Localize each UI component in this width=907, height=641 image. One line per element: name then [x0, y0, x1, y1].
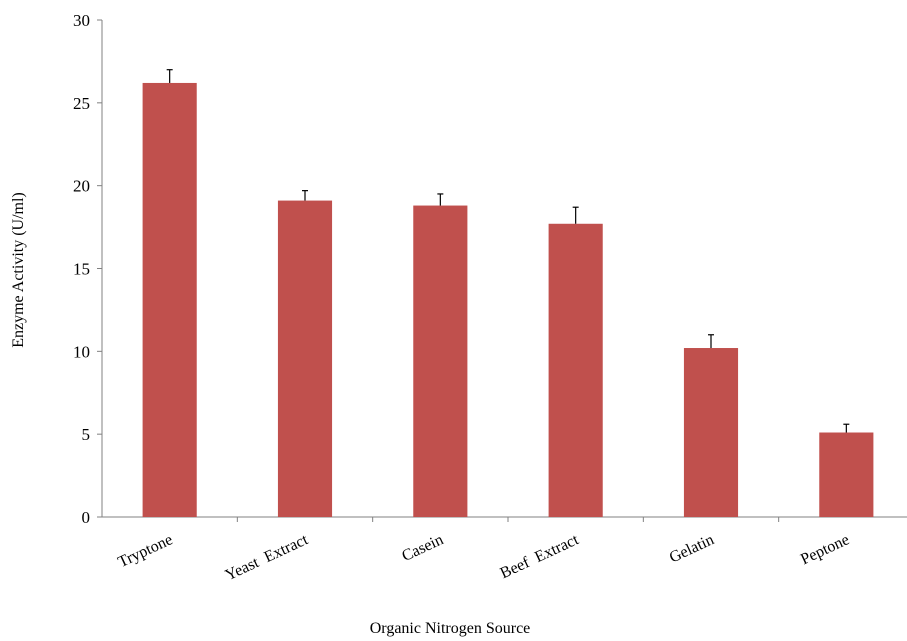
- category-labels: Tryptone Yeast Extract Casein Beef Extract G…: [116, 531, 853, 584]
- x-axis-title: Organic Nitrogen Source: [370, 620, 531, 637]
- category-label: Tryptone: [116, 531, 176, 571]
- x-axis-ticks: [236, 517, 780, 522]
- bar: [277, 200, 333, 517]
- y-axis-title: Enzyme Activity (U/ml): [10, 192, 27, 348]
- bar: [819, 432, 874, 517]
- bars: [142, 82, 874, 517]
- y-axis-ticks: 0 5 10 15 20 25 30: [73, 11, 102, 527]
- y-tick-label: 10: [73, 342, 90, 361]
- axes: [101, 20, 907, 518]
- category-label: Yeast Extract: [223, 531, 311, 584]
- bar: [683, 348, 739, 517]
- error-bars: [166, 69, 850, 433]
- category-label: Casein: [399, 531, 446, 565]
- y-tick-label: 5: [82, 425, 91, 444]
- y-tick-label: 0: [82, 508, 91, 527]
- bar: [142, 82, 197, 517]
- y-tick-label: 25: [73, 94, 90, 113]
- category-label: Beef Extract: [498, 531, 582, 582]
- y-tick-label: 20: [73, 177, 90, 196]
- category-label: Gelatin: [667, 531, 717, 566]
- bar: [413, 205, 468, 517]
- bar: [548, 223, 603, 517]
- y-tick-label: 15: [73, 260, 90, 279]
- category-label: Peptone: [798, 531, 852, 568]
- y-tick-label: 30: [73, 11, 90, 30]
